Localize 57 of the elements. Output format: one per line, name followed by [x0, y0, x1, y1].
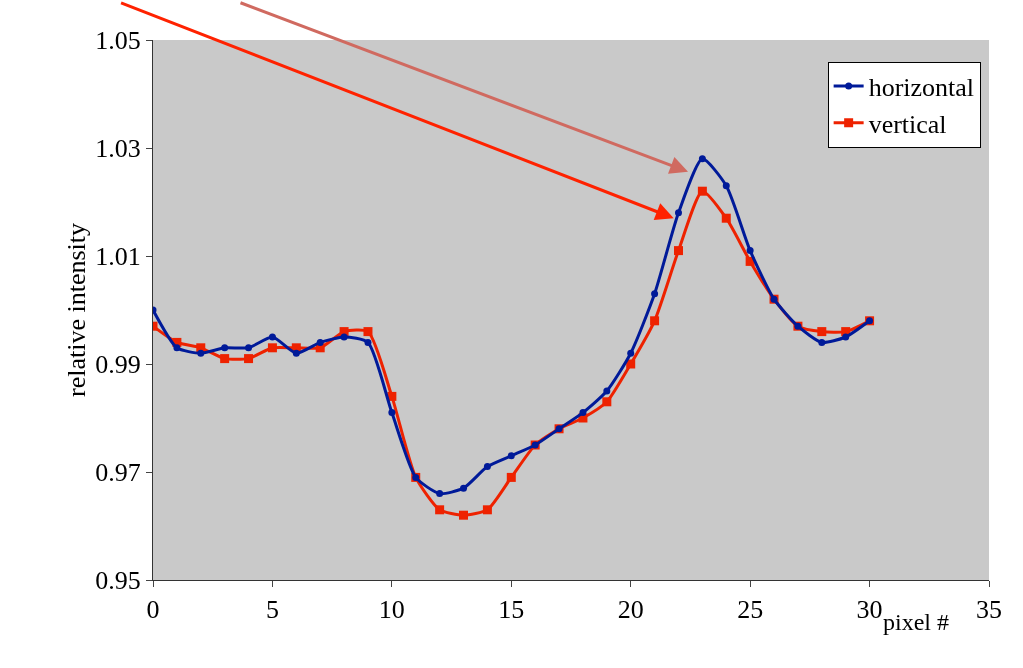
point — [721, 213, 731, 223]
legend-label: vertical — [868, 109, 947, 139]
point — [245, 344, 253, 352]
legend-label: horizontal — [868, 73, 975, 103]
point — [292, 349, 300, 357]
x-tick-label: 25 — [737, 595, 764, 625]
point — [579, 409, 587, 417]
x-tick-label: 15 — [498, 595, 525, 625]
y-tick-label: 0.97 — [95, 458, 141, 488]
point — [818, 338, 826, 346]
x-tick-label: 20 — [617, 595, 644, 625]
point — [340, 333, 348, 341]
point — [220, 354, 230, 364]
y-tick-label: 1.03 — [95, 134, 141, 164]
point — [459, 510, 469, 520]
point — [363, 327, 373, 337]
point — [268, 333, 276, 341]
y-tick-label: 0.95 — [95, 566, 141, 596]
point — [482, 505, 492, 515]
point — [436, 490, 444, 498]
y-tick-label: 1.05 — [95, 26, 141, 56]
point — [651, 290, 659, 298]
point — [267, 343, 277, 353]
point — [650, 316, 660, 326]
point — [364, 338, 372, 346]
x-tick-label: 0 — [146, 595, 160, 625]
y-tick-label: 1.01 — [95, 242, 141, 272]
point — [603, 387, 611, 395]
point — [316, 338, 324, 346]
point — [626, 359, 636, 369]
point — [697, 186, 707, 196]
point — [842, 333, 850, 341]
point — [698, 155, 706, 163]
x-tick-label: 10 — [378, 595, 405, 625]
point — [746, 247, 754, 255]
point — [221, 344, 229, 352]
point — [507, 452, 515, 460]
x-tick-label: 5 — [265, 595, 279, 625]
point — [388, 409, 396, 417]
point — [722, 182, 730, 190]
point — [817, 327, 827, 337]
point — [483, 463, 491, 471]
y-tick-label: 0.99 — [95, 350, 141, 380]
point — [627, 349, 635, 357]
point — [244, 354, 254, 364]
point — [674, 209, 682, 217]
point — [602, 397, 612, 407]
x-tick-label: 30 — [856, 595, 883, 625]
x-tick-label: 35 — [976, 595, 1002, 625]
x-axis-title: pixel # — [883, 609, 949, 635]
point — [435, 505, 445, 515]
point — [506, 472, 516, 482]
point — [460, 484, 468, 492]
point — [673, 246, 683, 256]
point — [197, 349, 205, 357]
point — [173, 344, 181, 352]
y-axis-title: relative intensity — [61, 222, 91, 398]
